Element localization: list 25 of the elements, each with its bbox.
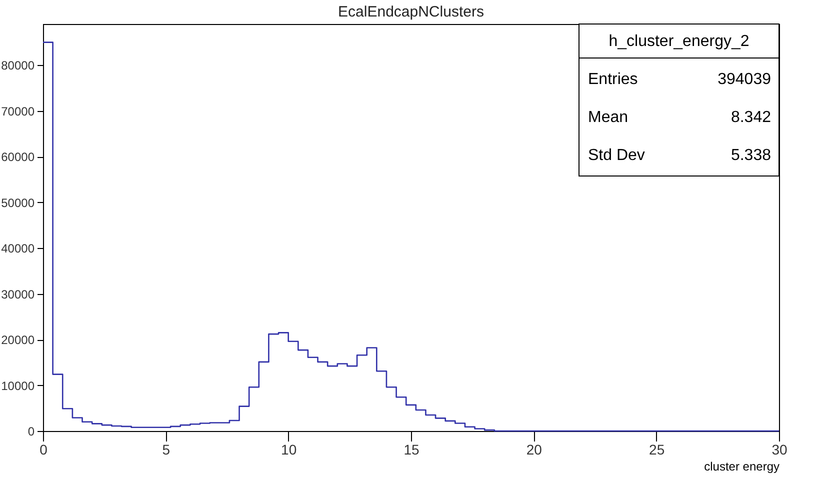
- y-tick-label: 0: [28, 424, 35, 438]
- annotation: Entries: [588, 71, 638, 88]
- y-tick-label: 30000: [1, 287, 35, 302]
- annotation: 8.342: [730, 109, 772, 126]
- annotation: 5.338: [730, 147, 772, 164]
- annotation: 394039: [718, 71, 772, 88]
- annotation: Std Dev: [588, 147, 645, 164]
- x-tick-label: 5: [162, 442, 170, 458]
- x-axis-title: cluster energy: [704, 460, 780, 474]
- x-tick-label: 20: [526, 442, 542, 458]
- chart-title: EcalEndcapNClusters: [338, 4, 484, 20]
- y-tick-label: 70000: [1, 104, 35, 118]
- y-tick-label: 10000: [1, 378, 35, 393]
- x-tick-label: 30: [772, 442, 788, 458]
- annotation: h_cluster_energy_2: [608, 33, 750, 50]
- x-tick-label: 10: [281, 442, 297, 458]
- x-tick-label: 25: [649, 442, 665, 458]
- annotation: Mean: [588, 109, 628, 126]
- x-tick-label: 15: [404, 442, 420, 458]
- y-tick-label: 60000: [1, 150, 35, 164]
- y-tick-label: 50000: [1, 196, 35, 210]
- y-tick-label: 80000: [1, 58, 35, 73]
- x-tick-label: 0: [40, 442, 48, 458]
- y-tick-label: 40000: [1, 242, 35, 256]
- y-tick-label: 20000: [1, 333, 35, 348]
